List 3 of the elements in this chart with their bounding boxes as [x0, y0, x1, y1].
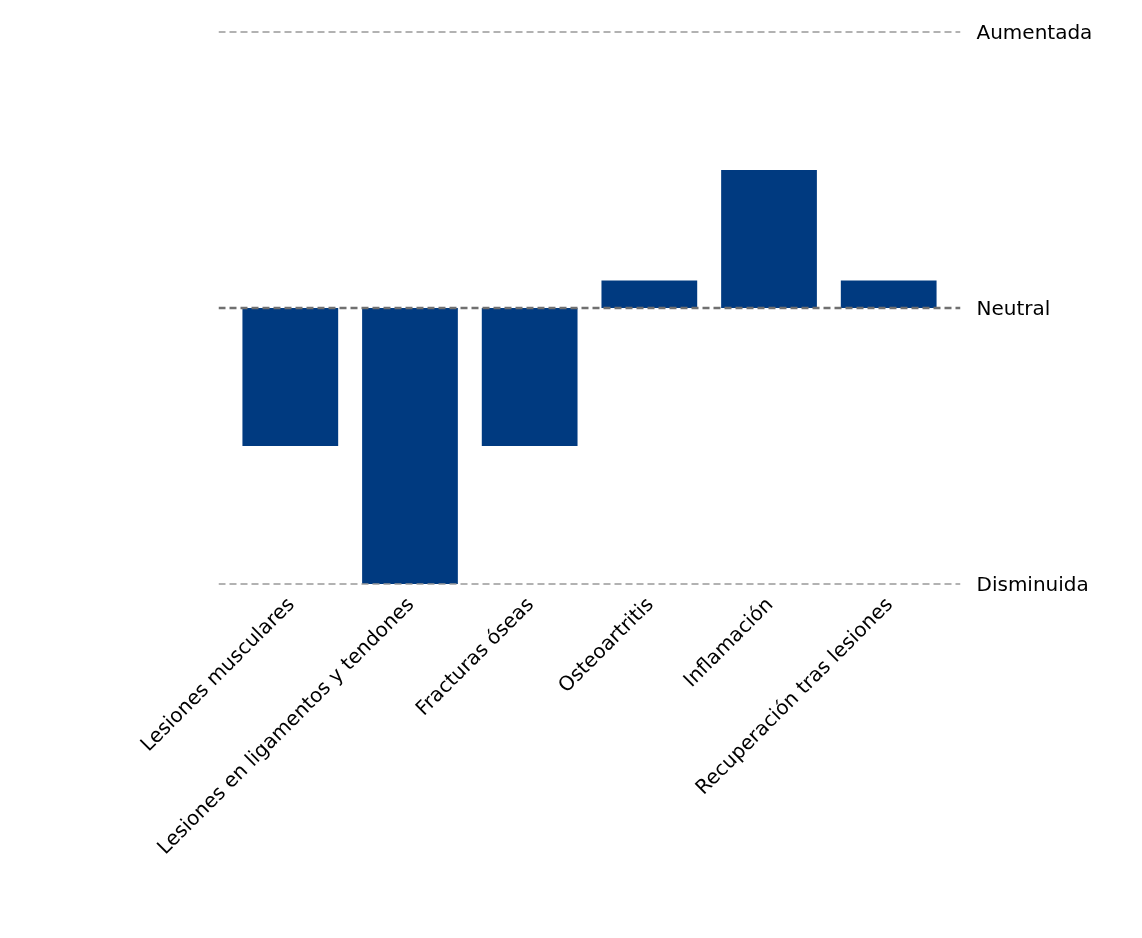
ref-line-label: Disminuida	[976, 571, 1089, 596]
ref-line-label: Neutral	[976, 296, 1051, 320]
ref-line-label: Aumentada	[976, 20, 1093, 45]
